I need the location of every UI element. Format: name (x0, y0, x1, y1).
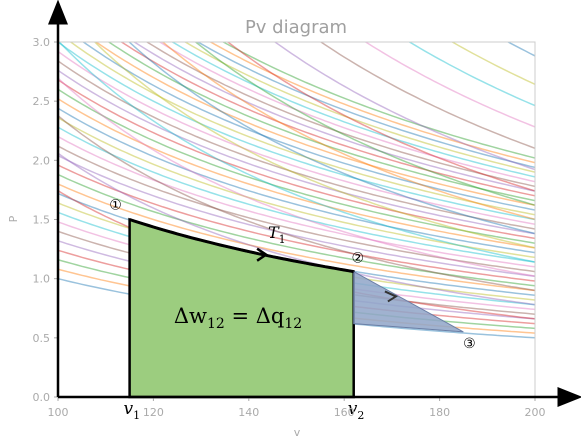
adiabat-line (194, 42, 535, 206)
chart-title: Pv diagram (245, 17, 347, 38)
adiabat-line (226, 42, 535, 192)
y-tick-label: 2.0 (33, 154, 51, 167)
y-axis-title: P (7, 215, 20, 222)
isotherm-line (132, 42, 535, 192)
isotherm-line (221, 42, 535, 159)
isotherm-line (58, 97, 535, 249)
isotherm-line (58, 135, 535, 268)
adiabat-line (58, 114, 535, 292)
work-heat-label: Δw12 = Δq12 (174, 304, 302, 332)
adiabat-line (58, 77, 535, 277)
isotherm-line (171, 42, 535, 178)
isotherm-line (58, 154, 535, 278)
adiabat-line (408, 42, 535, 107)
state-label: ② (351, 251, 364, 267)
state-label: ① (109, 198, 122, 214)
isotherm-line (196, 42, 535, 169)
isotherm-line (58, 78, 535, 240)
x-tick-label: 180 (429, 406, 450, 419)
isotherm-line (58, 173, 535, 287)
x-tick-label: 200 (525, 406, 546, 419)
axis-ticks: 100 120 140 160 180 200 0.0 0.5 1.0 1.5 2.0 2.5 3.0 (33, 36, 546, 419)
x-tick-label: 100 (48, 406, 69, 419)
y-tick-label: 1.0 (33, 273, 51, 286)
isotherm-line (58, 164, 535, 282)
isotherm-line (58, 107, 535, 254)
isotherm-line (209, 42, 535, 164)
adiabat-line (128, 42, 535, 235)
isotherm-line (120, 42, 535, 197)
process-23-arrow (384, 290, 399, 303)
process-12-arrow (256, 247, 269, 262)
isotherm-line (58, 116, 535, 259)
y-tick-label: 0.0 (33, 391, 51, 404)
y-tick-label: 0.5 (33, 332, 51, 345)
adiabat-line (273, 42, 535, 171)
isotherm-line (107, 42, 535, 202)
isotherm-line (69, 42, 535, 216)
adiabat-line (53, 0, 540, 2)
isotherm-line (58, 88, 535, 244)
adiabat-line (58, 152, 535, 306)
x-tick-label: 140 (238, 406, 259, 419)
x-axis-title: v (294, 426, 301, 439)
isotherm-line (82, 42, 535, 211)
isotherm-line (58, 50, 535, 225)
isotherm-line (58, 126, 535, 263)
adiabat-line (364, 42, 535, 128)
isotherm-line (58, 183, 535, 292)
adiabat-line (161, 42, 535, 221)
process-12-line (129, 218, 354, 274)
adiabat-line (58, 42, 535, 263)
isotherm-line (145, 42, 535, 188)
adiabat-line (93, 42, 535, 249)
isotherm-line (158, 42, 535, 183)
isotherm-line (183, 42, 535, 173)
x-tick-label: 160 (334, 406, 355, 419)
y-tick-label: 1.5 (33, 214, 51, 227)
state-label: ③ (463, 336, 476, 352)
volume-marker-label: v1 (124, 399, 141, 422)
isotherm-line (94, 42, 535, 207)
process-23-triangle (353, 270, 464, 333)
y-tick-label: 3.0 (33, 36, 51, 49)
isotherm-line (58, 59, 535, 230)
adiabat-line (450, 42, 535, 86)
isotherm-line (58, 145, 535, 273)
y-tick-label: 2.5 (33, 95, 51, 108)
adiabat-line (319, 42, 535, 150)
isotherm-line (58, 69, 535, 235)
isotherm-line (58, 42, 535, 221)
x-tick-label: 120 (143, 406, 164, 419)
